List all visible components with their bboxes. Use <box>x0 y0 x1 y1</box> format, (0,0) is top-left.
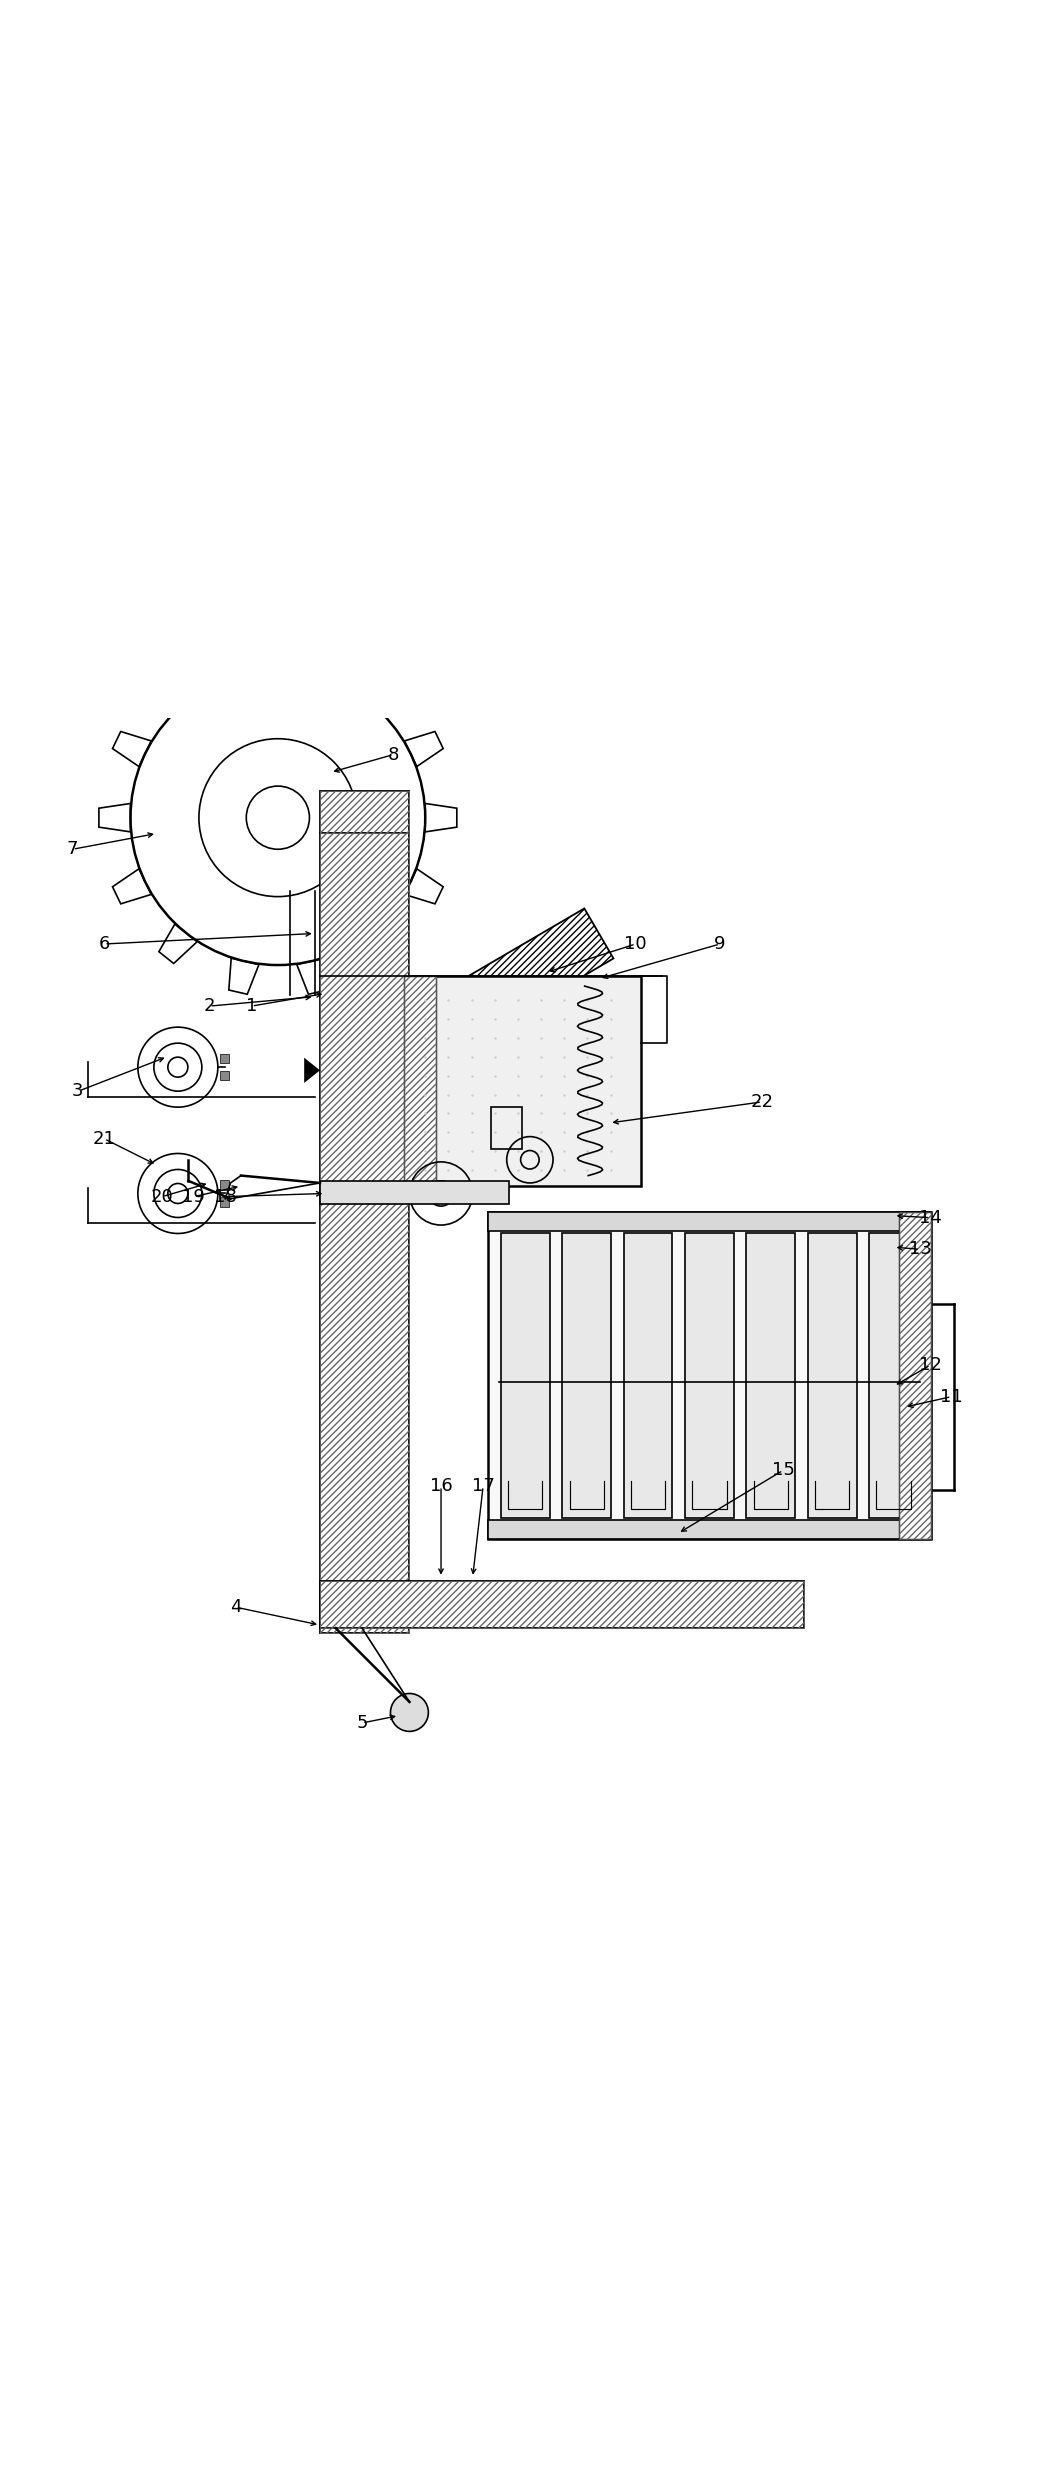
Bar <box>320 791 410 833</box>
Text: 5: 5 <box>356 1714 368 1732</box>
Text: 12: 12 <box>919 1356 942 1373</box>
Circle shape <box>390 1694 429 1732</box>
Bar <box>488 1212 930 1538</box>
Polygon shape <box>395 908 613 1070</box>
Bar <box>685 1234 734 1518</box>
Text: 6: 6 <box>99 935 110 953</box>
Text: 20: 20 <box>151 1187 173 1207</box>
Text: 22: 22 <box>750 1092 773 1110</box>
Text: 14: 14 <box>919 1209 942 1227</box>
Polygon shape <box>305 1057 320 1082</box>
Text: 10: 10 <box>625 935 647 953</box>
Text: 9: 9 <box>714 935 726 953</box>
Bar <box>869 1234 918 1518</box>
Text: 3: 3 <box>72 1082 84 1100</box>
Bar <box>491 1107 522 1149</box>
Text: 8: 8 <box>388 746 399 764</box>
Bar <box>220 1055 229 1062</box>
Bar <box>404 975 436 1187</box>
Bar <box>562 1234 611 1518</box>
Bar <box>624 1234 673 1518</box>
Bar <box>899 1212 930 1538</box>
Bar <box>220 1070 229 1080</box>
Text: 1: 1 <box>246 998 257 1015</box>
Bar <box>320 833 410 1635</box>
Bar <box>320 833 410 1635</box>
Bar <box>404 975 436 1187</box>
Text: 18: 18 <box>214 1187 237 1207</box>
Bar <box>220 1179 229 1189</box>
Text: 2: 2 <box>204 998 215 1015</box>
Bar <box>488 1212 930 1232</box>
Bar <box>488 1520 930 1538</box>
Text: 17: 17 <box>472 1478 494 1495</box>
Bar <box>220 1197 229 1207</box>
Bar <box>320 1580 804 1627</box>
Bar <box>410 975 641 1187</box>
Text: 19: 19 <box>182 1187 205 1207</box>
Text: 7: 7 <box>67 841 79 858</box>
Text: 15: 15 <box>771 1460 795 1480</box>
Bar <box>899 1212 930 1538</box>
Bar <box>320 791 410 833</box>
Text: 16: 16 <box>430 1478 452 1495</box>
Text: 11: 11 <box>940 1388 963 1406</box>
Text: 13: 13 <box>908 1239 932 1259</box>
Text: 21: 21 <box>92 1130 116 1147</box>
Bar <box>747 1234 795 1518</box>
Bar <box>320 1580 804 1627</box>
Text: 4: 4 <box>230 1597 242 1617</box>
Bar <box>807 1234 856 1518</box>
Bar <box>501 1234 550 1518</box>
Bar <box>320 1182 509 1204</box>
